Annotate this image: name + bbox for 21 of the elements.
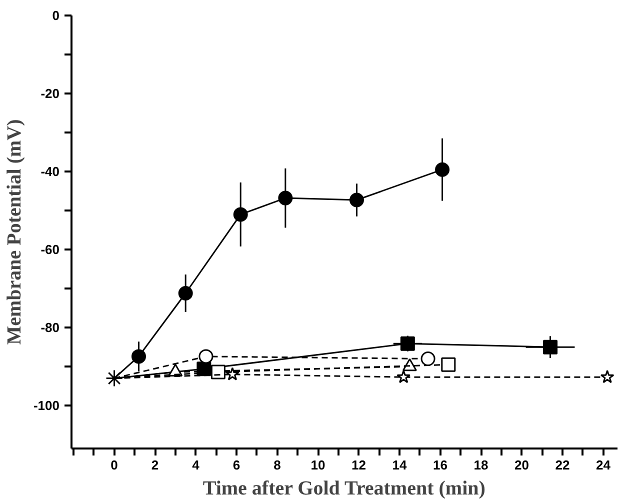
y-axis-title: Membrane Potential (mV) (3, 119, 26, 345)
y-tick-label: -40 (40, 164, 60, 180)
y-tick-label: -60 (40, 242, 60, 258)
x-tick-label: 6 (232, 458, 240, 472)
x-tick-label: 14 (392, 458, 408, 472)
x-tick-label: 2 (151, 458, 159, 472)
x-tick-label: 24 (596, 458, 612, 472)
y-tick-label: -80 (40, 320, 60, 336)
x-tick-label: 12 (352, 458, 366, 472)
x-tick-label: 8 (274, 458, 281, 472)
x-tick-label: 4 (192, 458, 200, 472)
x-tick-label: 16 (433, 458, 448, 472)
x-axis-title: Time after Gold Treatment (min) (202, 478, 486, 500)
y-tick-label: -20 (40, 86, 60, 102)
x-tick-label: 22 (555, 458, 570, 472)
x-tick-label: 18 (474, 458, 488, 472)
x-tick-label: 20 (514, 458, 529, 472)
y-tick-label: -100 (33, 398, 60, 414)
y-tick-label: 0 (52, 8, 60, 23)
x-tick-label: 10 (310, 458, 326, 472)
x-tick-label: 0 (110, 458, 118, 472)
